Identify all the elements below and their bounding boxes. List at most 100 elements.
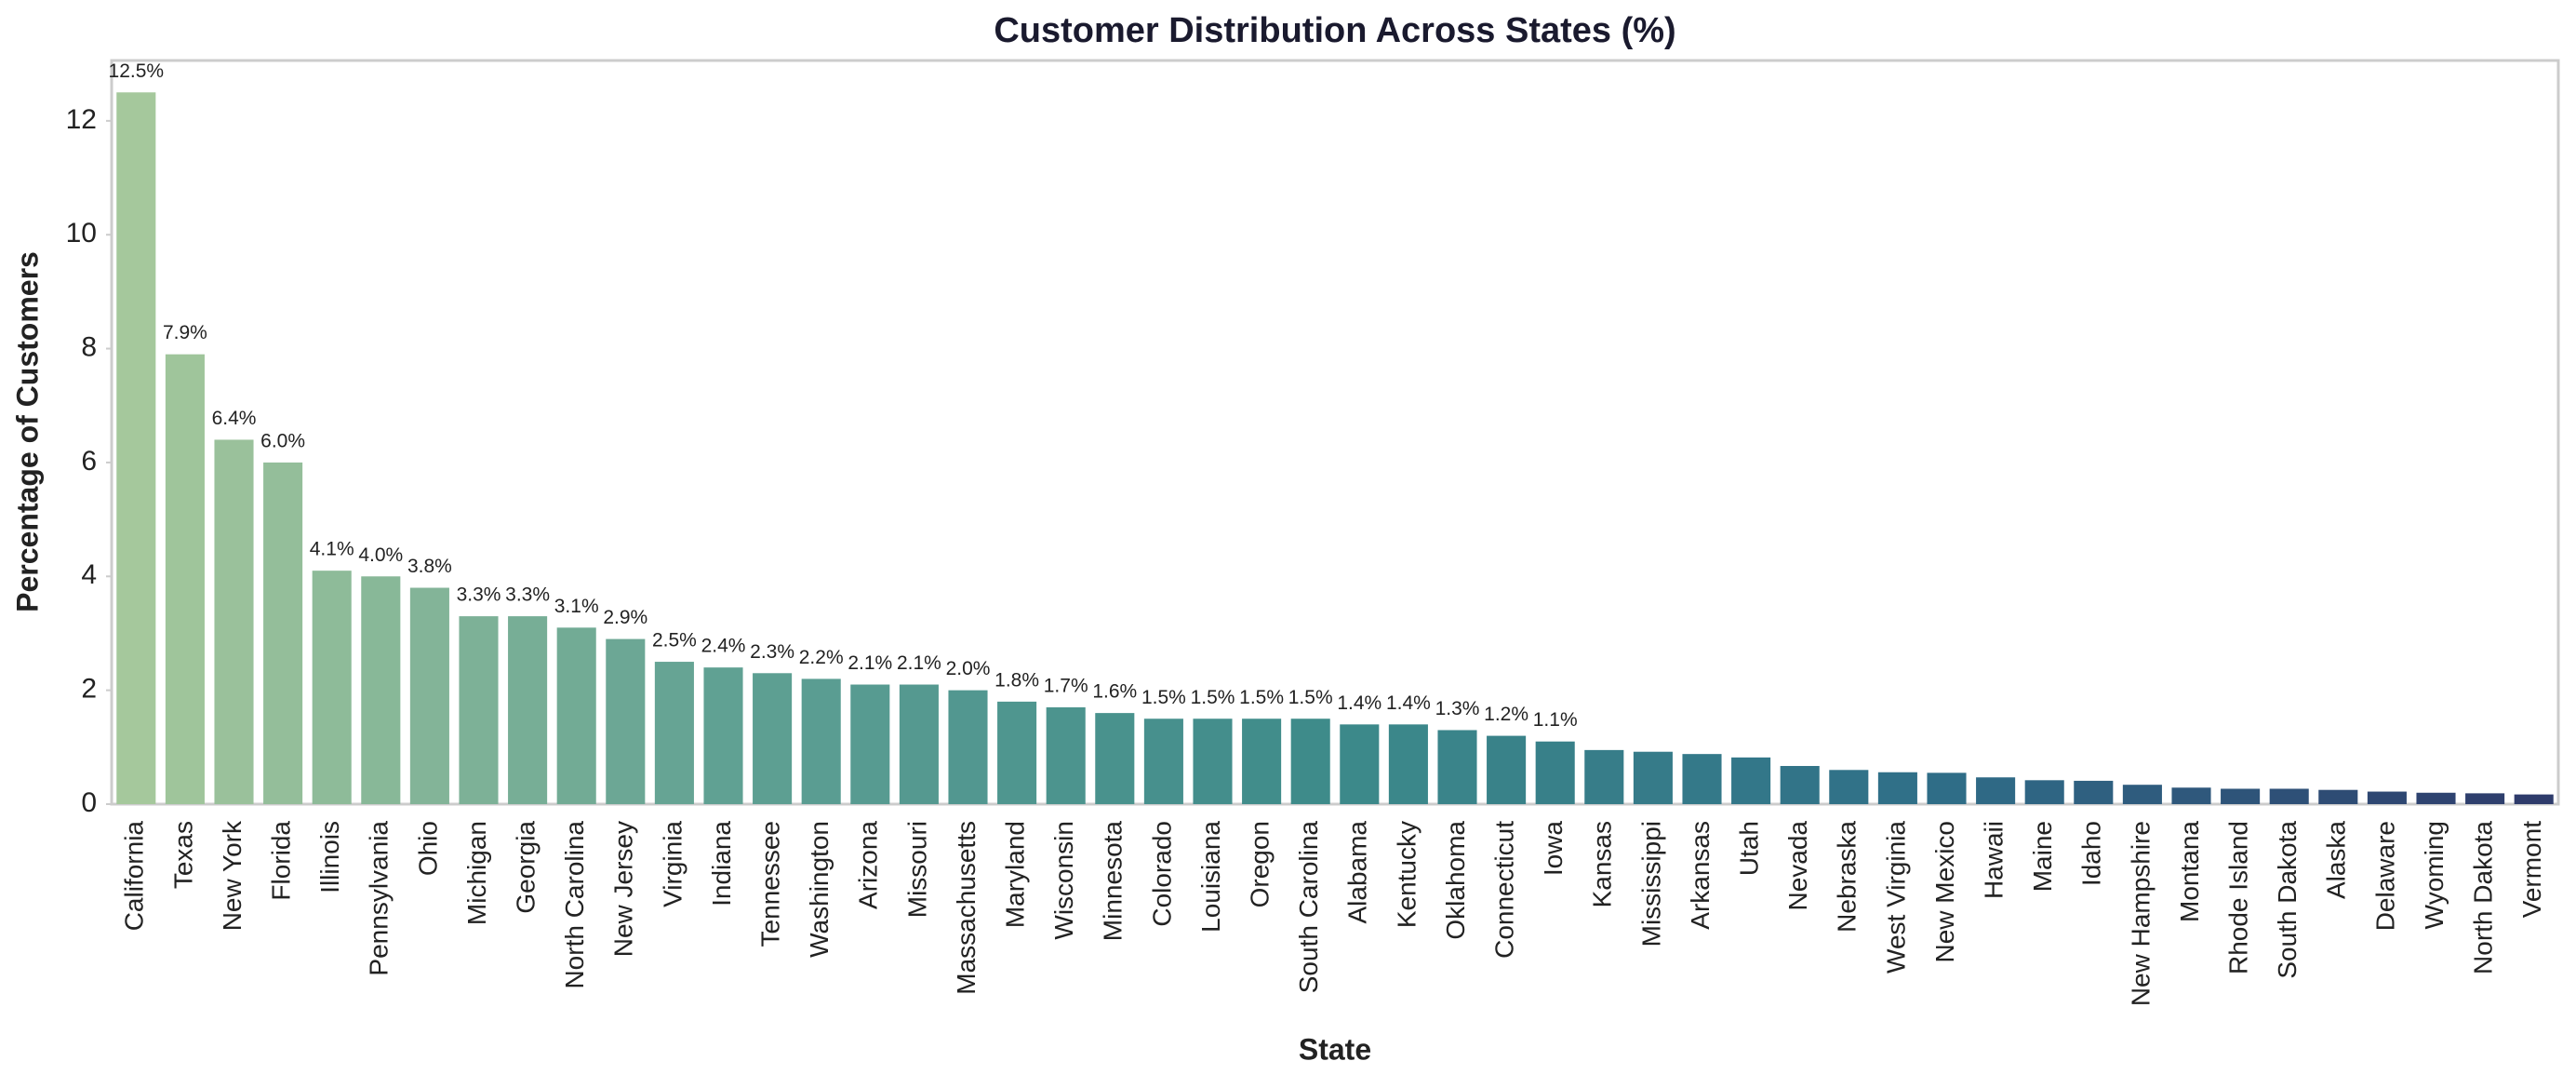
value-label: 4.1% (310, 539, 354, 560)
value-label: 2.5% (652, 630, 697, 651)
x-tick-label: Wyoming (2420, 821, 2449, 929)
x-tick-label: New Hampshire (2126, 821, 2155, 1006)
bar (1780, 766, 1820, 804)
value-label: 3.1% (554, 596, 599, 617)
y-tick-label: 2 (81, 674, 97, 705)
bar (2221, 788, 2261, 804)
bar (654, 662, 694, 804)
value-label: 3.3% (505, 584, 550, 606)
value-label: 2.1% (897, 652, 941, 674)
value-label: 1.5% (1239, 687, 1284, 708)
bar (263, 462, 303, 804)
x-tick-label: West Virginia (1881, 821, 1910, 974)
x-tick-label: Arkansas (1686, 821, 1715, 930)
bar (508, 616, 548, 804)
bar (165, 354, 205, 804)
value-label: 1.1% (1533, 709, 1578, 731)
bar (1682, 754, 1722, 804)
x-tick-label: Kentucky (1392, 821, 1421, 928)
bar (948, 690, 988, 804)
x-tick-label: Indiana (707, 821, 736, 907)
x-tick-label: Maryland (1000, 821, 1029, 928)
bar (1927, 772, 1967, 804)
bar (312, 571, 352, 804)
y-tick-label: 4 (81, 559, 97, 590)
x-tick-label: Mississippi (1636, 821, 1665, 947)
value-label: 2.2% (799, 647, 844, 668)
x-tick-label: Utah (1734, 821, 1763, 876)
value-label: 3.8% (407, 556, 452, 577)
x-tick-label: Nevada (1783, 821, 1812, 911)
x-tick-label: Minnesota (1099, 821, 1128, 942)
x-tick-label: Oklahoma (1441, 821, 1470, 940)
y-tick-label: 8 (81, 331, 97, 362)
value-label: 12.5% (109, 60, 165, 82)
value-label: 1.5% (1191, 687, 1235, 708)
bar (850, 684, 890, 804)
bar (606, 638, 646, 804)
x-tick-label: Alaska (2322, 821, 2351, 899)
x-tick-label: Illinois (315, 821, 344, 893)
bar (2367, 791, 2407, 804)
x-tick-label: Rhode Island (2223, 821, 2252, 974)
x-tick-label: Georgia (511, 821, 540, 914)
y-tick-label: 6 (81, 446, 97, 477)
x-tick-label: Connecticut (1489, 821, 1518, 959)
bar (2318, 789, 2358, 804)
bar (1340, 724, 1380, 804)
y-tick-label: 10 (66, 218, 97, 248)
x-tick-label: New Mexico (1930, 821, 1959, 962)
bar (1877, 772, 1917, 804)
value-label: 2.0% (946, 658, 991, 679)
bar (1976, 777, 2016, 804)
y-tick-label: 0 (81, 787, 97, 818)
bar (2465, 793, 2505, 804)
x-tick-label: Hawaii (1979, 821, 2008, 899)
bar (556, 627, 596, 804)
x-tick-label: New Jersey (609, 821, 638, 957)
bar (753, 673, 793, 804)
value-label: 4.0% (358, 544, 403, 566)
bar (116, 92, 156, 805)
y-axis-label: Percentage of Customers (10, 251, 44, 612)
value-label: 6.4% (212, 408, 257, 429)
x-tick-label: Virginia (658, 821, 687, 907)
bar (1487, 735, 1527, 804)
chart-title: Customer Distribution Across States (%) (994, 11, 1675, 50)
x-tick-label: Ohio (413, 821, 442, 876)
value-label: 1.6% (1092, 681, 1137, 703)
bar (1095, 713, 1135, 804)
x-tick-label: Idaho (2077, 821, 2106, 886)
value-label: 2.3% (750, 641, 794, 663)
x-tick-label: Vermont (2517, 821, 2546, 918)
value-label: 1.5% (1288, 687, 1333, 708)
bar (1242, 719, 1282, 804)
bar (1193, 719, 1233, 804)
bar (1437, 730, 1477, 804)
x-tick-label: Louisiana (1196, 821, 1225, 933)
plot-frame (110, 59, 2560, 806)
bar (899, 684, 939, 804)
x-tick-label: Pennsylvania (365, 821, 394, 976)
x-tick-label: Alabama (1343, 821, 1372, 924)
x-tick-label: Washington (805, 821, 834, 958)
bar (1290, 719, 1330, 804)
x-tick-label: Maine (2028, 821, 2057, 892)
bar (2416, 792, 2456, 804)
value-label: 2.4% (701, 636, 746, 657)
x-tick-label: Delaware (2370, 821, 2399, 931)
bar (2074, 780, 2114, 804)
x-axis-label: State (1299, 1032, 1371, 1066)
value-label: 2.1% (848, 652, 892, 674)
x-tick-label: Wisconsin (1049, 821, 1078, 940)
value-label: 1.8% (994, 669, 1039, 691)
x-tick-label: Nebraska (1833, 821, 1862, 933)
x-tick-label: Colorado (1147, 821, 1176, 927)
bar (1046, 706, 1086, 804)
value-label: 1.2% (1484, 704, 1528, 725)
x-tick-label: Missouri (902, 821, 931, 918)
bar (997, 701, 1037, 804)
bar (2122, 785, 2162, 804)
x-tick-label: Oregon (1245, 821, 1274, 907)
bar (1731, 757, 1771, 804)
